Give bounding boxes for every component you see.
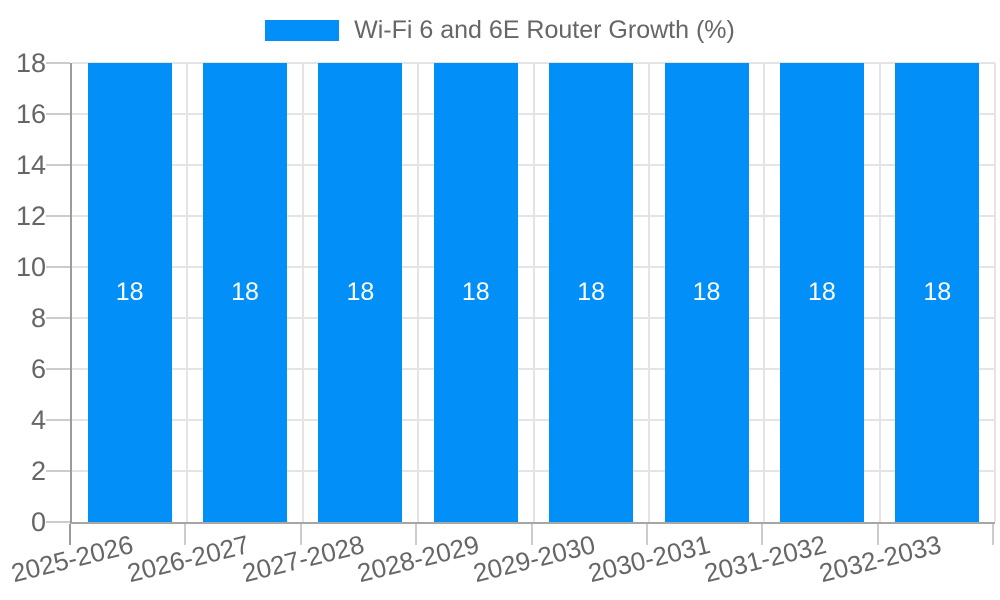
bar-value-label: 18: [692, 278, 721, 306]
x-axis-tick-label: 2028-2029: [354, 529, 483, 589]
x-axis-tick-label: 2032-2033: [816, 529, 945, 589]
legend-swatch: [265, 20, 340, 41]
gridline-vertical: [186, 63, 189, 522]
bar-value-label: 18: [808, 278, 836, 306]
x-axis-tick: [992, 524, 994, 545]
bar-value-label: 18: [577, 278, 606, 306]
x-axis-tick: [415, 524, 418, 545]
y-axis-tick: [46, 317, 70, 319]
x-axis-tick-label: 2026-2027: [123, 529, 252, 589]
y-axis-tick-label: 4: [30, 405, 46, 435]
bar: 18: [203, 63, 288, 522]
bar: 18: [433, 63, 518, 522]
y-axis-tick: [46, 113, 70, 115]
plot-area: 18 18 18 18 18 18 18 18: [70, 62, 996, 524]
y-axis-tick-label: 0: [30, 507, 46, 537]
bar: 18: [318, 63, 403, 522]
chart-legend: Wi-Fi 6 and 6E Router Growth (%): [0, 18, 1000, 43]
y-axis-tick: [46, 521, 70, 523]
x-axis-tick: [876, 524, 879, 545]
x-axis-tick-label: 2025-2026: [8, 529, 137, 589]
bar: 18: [895, 63, 980, 522]
x-axis-tick-label: 2030-2031: [585, 529, 714, 589]
x-axis-tick: [184, 524, 187, 545]
y-axis-tick-label: 16: [15, 99, 46, 129]
bar-value-label: 18: [231, 278, 259, 306]
x-axis-tick-label: 2029-2030: [470, 529, 598, 589]
bar-value-label: 18: [923, 278, 952, 306]
gridline-vertical: [301, 63, 304, 522]
y-axis-tick: [46, 470, 70, 472]
y-axis-tick-label: 2: [30, 456, 46, 486]
y-axis-tick-label: 14: [15, 150, 46, 180]
bar-value-label: 18: [346, 278, 375, 306]
y-axis-tick: [46, 419, 70, 421]
gridline-vertical: [994, 63, 996, 522]
x-axis-tick-label: 2031-2032: [700, 529, 829, 589]
gridline-vertical: [878, 63, 881, 522]
x-axis-tick: [645, 524, 648, 545]
bar-value-label: 18: [115, 278, 144, 306]
bar: 18: [549, 63, 634, 522]
x-axis-tick: [69, 524, 71, 545]
y-axis-tick-label: 18: [15, 48, 46, 78]
y-axis-tick-label: 8: [30, 303, 46, 333]
bar-value-label: 18: [461, 278, 490, 306]
y-axis-tick: [46, 164, 70, 166]
y-axis-tick-label: 12: [15, 201, 46, 231]
y-axis-tick: [46, 62, 70, 64]
y-axis-tick: [46, 368, 70, 370]
bar: 18: [664, 63, 749, 522]
y-axis-tick-label: 10: [15, 252, 46, 282]
y-axis-tick: [46, 266, 70, 268]
gridline-vertical: [417, 63, 420, 522]
gridline-vertical: [763, 63, 766, 522]
x-axis-tick: [761, 524, 764, 545]
legend-label: Wi-Fi 6 and 6E Router Growth (%): [354, 16, 735, 44]
gridline-vertical: [647, 63, 650, 522]
x-axis-tick: [299, 524, 302, 545]
y-axis-tick: [46, 215, 70, 217]
bar: 18: [779, 63, 864, 522]
x-axis-tick: [530, 524, 533, 545]
gridline-vertical: [532, 63, 535, 522]
x-axis-tick-label: 2027-2028: [239, 529, 368, 589]
bar: 18: [87, 63, 172, 522]
y-axis-tick-label: 6: [30, 354, 46, 384]
